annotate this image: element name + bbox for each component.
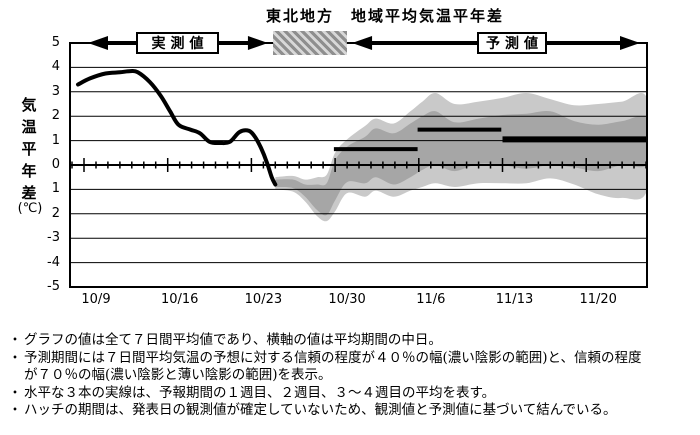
x-tick-label: 11/13 — [495, 292, 534, 307]
footnote-bullet: ・ — [8, 349, 22, 366]
forecast-period-label-box: 予測値 — [477, 32, 547, 54]
day-tick-marks — [71, 158, 647, 172]
footnote-item: ・ハッチの期間は、発表日の観測値が確定していないため、観測値と予測値に基づいて結… — [6, 402, 652, 420]
y-tick-label: 2 — [51, 205, 60, 221]
y-axis-title-char: 平 — [21, 140, 37, 158]
y-tick-label: 0 — [51, 157, 60, 172]
observed-period-label: 実測値 — [151, 36, 209, 52]
x-tick-label: 10/9 — [81, 292, 111, 307]
footnote-item: ・予測期間には７日間平均気温の予想に対する信頼の程度が４０％の幅(濃い陰影の範囲… — [6, 350, 652, 385]
y-tick-label: 5 — [51, 35, 60, 50]
y-tick-label: 4 — [51, 59, 60, 75]
forecast-period-label: 予測値 — [486, 36, 543, 52]
y-axis-title-char: 年 — [21, 162, 37, 180]
x-tick-label: 11/6 — [416, 292, 446, 307]
y-tick-label: -5 — [47, 279, 60, 294]
x-tick-label: 10/30 — [328, 292, 366, 307]
y-tick-label: 2 — [51, 108, 60, 124]
observed-line — [76, 69, 278, 187]
footnotes: ・グラフの値は全て７日間平均値であり、横軸の値は平均期間の中日。・予測期間には７… — [6, 332, 652, 420]
y-tick-label: -3 — [47, 230, 60, 246]
observed-period-label-box: 実測値 — [136, 32, 219, 54]
y-axis-title-char: 温 — [21, 118, 37, 136]
footnote-bullet: ・ — [8, 402, 22, 418]
footnote-item: ・グラフの値は全て７日間平均値であり、横軸の値は平均期間の中日。 — [6, 332, 652, 350]
footnote-item: ・水平な３本の実線は、予報期間の１週目、２週目、３～４週目の平均を表す。 — [6, 385, 652, 403]
x-tick-label: 10/16 — [160, 292, 199, 307]
y-tick-label: 3 — [51, 83, 60, 99]
hatch-period-box — [273, 31, 347, 55]
x-tick-label: 10/23 — [244, 292, 283, 307]
y-axis-unit: (℃) — [17, 201, 43, 216]
chart-title: 東北地方 地域平均気温平年差 — [265, 7, 504, 25]
temperature-anomaly-chart — [69, 36, 648, 288]
footnote-text: ハッチの期間は、発表日の観測値が確定していないため、観測値と予測値に基づいて結ん… — [24, 402, 617, 418]
footnote-text: 水平な３本の実線は、予報期間の１週目、２週目、３～４週目の平均を表す。 — [24, 384, 496, 401]
x-tick-label: 11/20 — [579, 292, 617, 307]
footnote-text: 予測期間には７日間平均気温の予想に対する信頼の程度が４０％の幅(濃い陰影の範囲)… — [24, 349, 642, 384]
footnote-bullet: ・ — [8, 332, 22, 348]
y-tick-label: -4 — [47, 254, 60, 270]
y-tick-label: 1 — [51, 132, 60, 148]
y-axis-title-char: 差 — [21, 184, 37, 202]
y-tick-label: 1 — [51, 181, 60, 197]
footnote-bullet: ・ — [8, 384, 22, 401]
y-axis-title-char: 気 — [21, 96, 37, 114]
footnote-text: グラフの値は全て７日間平均値であり、横軸の値は平均期間の中日。 — [24, 332, 442, 348]
